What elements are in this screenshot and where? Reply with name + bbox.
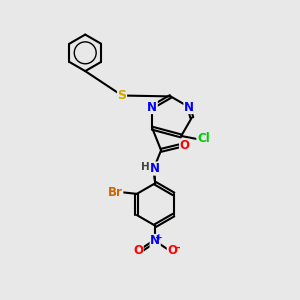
Text: N: N bbox=[147, 100, 157, 113]
Text: N: N bbox=[150, 235, 160, 248]
Text: Br: Br bbox=[108, 186, 123, 199]
Text: N: N bbox=[184, 100, 194, 113]
Text: -: - bbox=[175, 243, 180, 253]
Text: N: N bbox=[150, 162, 160, 175]
Text: O: O bbox=[180, 140, 190, 152]
Text: O: O bbox=[133, 244, 143, 257]
Text: S: S bbox=[118, 89, 127, 102]
Text: O: O bbox=[167, 244, 177, 257]
Text: +: + bbox=[155, 233, 163, 242]
Text: H: H bbox=[141, 162, 150, 172]
Text: Cl: Cl bbox=[197, 132, 210, 146]
